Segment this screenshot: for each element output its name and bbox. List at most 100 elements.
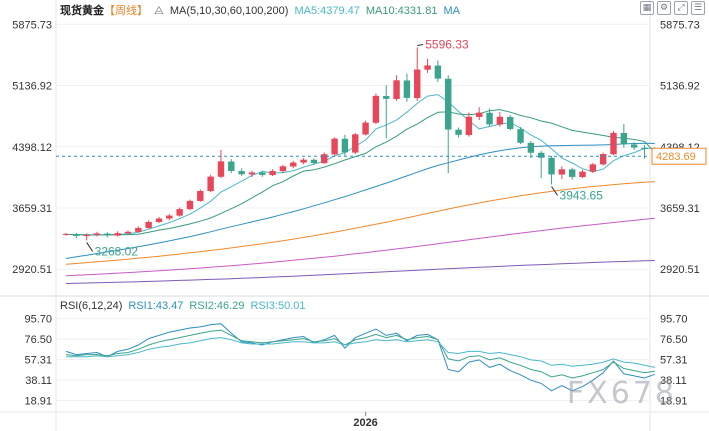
candle-body[interactable] bbox=[548, 157, 555, 175]
candle-body[interactable] bbox=[279, 166, 287, 172]
candle-body[interactable] bbox=[424, 65, 431, 70]
candle-body[interactable] bbox=[630, 144, 638, 148]
candle-body[interactable] bbox=[145, 221, 152, 228]
expand-icon[interactable]: ⤢ bbox=[674, 1, 688, 15]
candle-body[interactable] bbox=[73, 234, 80, 236]
watermark: FX678 bbox=[566, 376, 677, 411]
candle-body[interactable] bbox=[393, 80, 400, 100]
candle-body[interactable] bbox=[434, 65, 442, 79]
candle-body[interactable] bbox=[186, 200, 194, 210]
rsi-tick-left: 95.70 bbox=[24, 314, 52, 326]
list-icon[interactable]: ☰ bbox=[691, 1, 705, 15]
candle-body[interactable] bbox=[321, 154, 328, 164]
toolbar: ▦ ⚙ ⤢ ☰ bbox=[640, 1, 705, 15]
candle-body[interactable] bbox=[93, 233, 101, 235]
grid-icon[interactable]: ▦ bbox=[640, 1, 654, 15]
price-tick-left: 5136.92 bbox=[12, 81, 52, 93]
candle-body[interactable] bbox=[517, 129, 524, 143]
candle-body[interactable] bbox=[124, 231, 132, 234]
candle-body[interactable] bbox=[641, 147, 648, 150]
candle-body[interactable] bbox=[496, 116, 504, 125]
candle-body[interactable] bbox=[135, 227, 142, 232]
candle-body[interactable] bbox=[176, 209, 183, 216]
price-tick-left: 2920.51 bbox=[12, 264, 52, 276]
ma-more[interactable]: MA bbox=[443, 5, 460, 17]
candle-body[interactable] bbox=[300, 159, 307, 163]
candle-body[interactable] bbox=[341, 138, 349, 153]
extreme-label: 3943.65 bbox=[560, 188, 604, 202]
price-tick-right: 5875.73 bbox=[660, 19, 700, 31]
candle-body[interactable] bbox=[589, 164, 597, 172]
annotation-leader bbox=[551, 186, 558, 196]
rsi-lines bbox=[65, 323, 655, 392]
ma100-line bbox=[65, 217, 655, 277]
current-price-box bbox=[651, 147, 707, 165]
annotation-leader bbox=[417, 43, 424, 46]
candle-body[interactable] bbox=[197, 191, 204, 201]
candle-body[interactable] bbox=[610, 132, 617, 155]
rsi1-line bbox=[65, 323, 655, 392]
candle-body[interactable] bbox=[568, 169, 576, 177]
ma10-value: MA10:4331.81 bbox=[365, 5, 438, 17]
price-tick-left: 5875.73 bbox=[12, 19, 52, 31]
candle-body[interactable] bbox=[414, 69, 421, 99]
candle-body[interactable] bbox=[507, 116, 514, 130]
rsi2-value: RSI2:46.29 bbox=[189, 300, 245, 312]
ma200-line bbox=[65, 260, 655, 284]
candle-body[interactable] bbox=[455, 129, 462, 135]
candle-body[interactable] bbox=[486, 112, 493, 125]
period-selector[interactable]: 【周线】 bbox=[104, 5, 148, 17]
candle-body[interactable] bbox=[83, 234, 90, 237]
candle-body[interactable] bbox=[465, 116, 473, 135]
candle-body[interactable] bbox=[155, 218, 163, 223]
candle-body[interactable] bbox=[62, 233, 70, 235]
candle-body[interactable] bbox=[166, 215, 173, 219]
candles[interactable] bbox=[62, 47, 659, 241]
rsi-tick-right: 95.70 bbox=[660, 314, 688, 326]
rsi-label[interactable]: RSI(6,12,24) bbox=[60, 300, 123, 312]
annotation-leader bbox=[86, 242, 94, 252]
candle-body[interactable] bbox=[228, 161, 235, 171]
candle-body[interactable] bbox=[217, 161, 225, 177]
rsi-tick-right: 57.31 bbox=[660, 355, 688, 367]
candle-body[interactable] bbox=[104, 233, 111, 236]
candle-body[interactable] bbox=[238, 171, 245, 175]
candle-body[interactable] bbox=[207, 176, 214, 192]
candle-body[interactable] bbox=[476, 112, 483, 117]
rsi3-line bbox=[66, 337, 655, 368]
candle-body[interactable] bbox=[599, 154, 607, 165]
time-label: 2026 bbox=[353, 417, 377, 429]
candle-body[interactable] bbox=[537, 152, 545, 158]
extreme-label: 3268.02 bbox=[95, 244, 139, 258]
rsi1-value: RSI1:43.47 bbox=[128, 300, 184, 312]
candle-body[interactable] bbox=[269, 171, 276, 176]
rsi-tick-right: 38.11 bbox=[660, 375, 687, 387]
price-tick-right: 2920.51 bbox=[660, 264, 700, 276]
candle-body[interactable] bbox=[331, 138, 338, 155]
candle-body[interactable] bbox=[620, 133, 628, 145]
candle-body[interactable] bbox=[372, 95, 380, 123]
settings-icon[interactable]: ⚙ bbox=[657, 1, 671, 15]
price-axis: 5875.735875.735136.925136.924398.124398.… bbox=[12, 19, 700, 429]
candle-body[interactable] bbox=[383, 96, 390, 99]
candle-body[interactable] bbox=[352, 134, 359, 153]
current-price-label: 4283.69 bbox=[656, 151, 696, 163]
candle-body[interactable] bbox=[445, 78, 452, 130]
candle-body[interactable] bbox=[114, 233, 121, 236]
candle-body[interactable] bbox=[248, 172, 256, 175]
candle-body[interactable] bbox=[527, 142, 535, 153]
candle-body[interactable] bbox=[259, 172, 266, 175]
candle-body[interactable] bbox=[290, 162, 297, 167]
ma-label[interactable]: MA(5,10,30,60,100,200) bbox=[169, 5, 289, 17]
candle-body[interactable] bbox=[579, 171, 586, 178]
price-tick-left: 4398.12 bbox=[12, 142, 52, 154]
instrument-title: 现货黄金 bbox=[60, 5, 104, 17]
price-tick-right: 5136.92 bbox=[660, 81, 700, 93]
candle-body[interactable] bbox=[403, 80, 411, 98]
candle-body[interactable] bbox=[362, 122, 369, 135]
candle-body[interactable] bbox=[558, 169, 566, 175]
ma5-value: MA5:4379.47 bbox=[294, 5, 360, 17]
candle-body[interactable] bbox=[310, 159, 318, 164]
ma-settings-icon[interactable]: ⨺ bbox=[154, 5, 164, 17]
